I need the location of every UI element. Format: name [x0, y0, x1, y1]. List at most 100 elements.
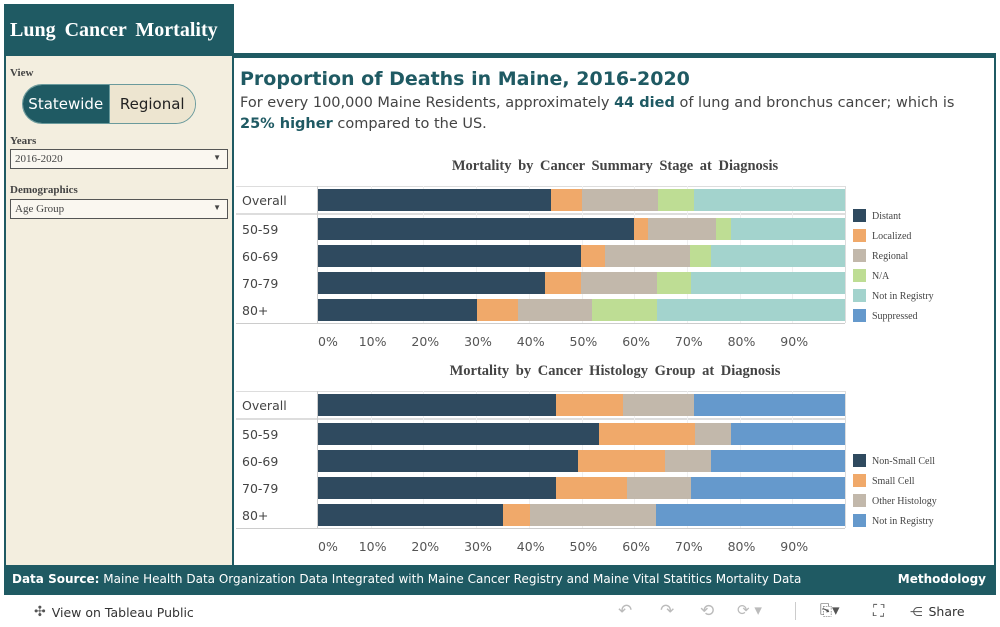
chart-title-stage: Mortality by Cancer Summary Stage at Dia… — [451, 158, 779, 174]
legend-label: Localized — [872, 231, 912, 242]
bar-segment-other-histology[interactable] — [622, 394, 695, 416]
bar-segment-distant[interactable] — [318, 245, 582, 267]
x-tick-label: 80% — [727, 539, 756, 554]
legend-label: Distant — [872, 211, 901, 222]
legend-swatch — [853, 514, 866, 527]
redo-icon[interactable]: ↷ — [660, 601, 675, 621]
footer: Data Source: Maine Health Data Organizat… — [4, 565, 996, 595]
undo-icon[interactable]: ↶ — [618, 601, 633, 621]
bar-segment-localized[interactable] — [580, 245, 606, 267]
bar-segment-localized[interactable] — [633, 218, 649, 240]
bar-segment-not-in-registry[interactable] — [691, 272, 846, 294]
bar-segment-not-in-registry[interactable] — [656, 504, 846, 526]
bar-segment-small-cell[interactable] — [502, 504, 531, 526]
dashboard-title: Lung Cancer Mortality — [4, 4, 234, 56]
bar-segment-regional[interactable] — [647, 218, 717, 240]
bar-segment-non-small-cell[interactable] — [318, 477, 557, 499]
bar-segment-small-cell[interactable] — [555, 477, 628, 499]
bar-segment-distant[interactable] — [318, 189, 552, 211]
histology-chart: Overall 50-59 60-69 70-79 80+ 0% 10% 20% 30% 40% 5… — [234, 391, 996, 554]
bar-segment-other-histology[interactable] — [627, 477, 692, 499]
bar-segment-regional[interactable] — [518, 299, 592, 321]
bar-segment-small-cell[interactable] — [577, 450, 666, 472]
share-button[interactable]: ⋲ Share — [910, 604, 965, 619]
summary-part: of lung and bronchus cancer; which is — [674, 95, 955, 111]
bar-segment-n-a[interactable] — [716, 218, 732, 240]
bar-segment-not-in-registry[interactable] — [730, 423, 846, 445]
bar-segment-localized[interactable] — [544, 272, 582, 294]
table-top-border — [236, 391, 845, 392]
bar-segment-non-small-cell[interactable] — [318, 423, 600, 445]
x-tick-label: 10% — [358, 539, 387, 554]
bar-segment-non-small-cell[interactable] — [318, 394, 557, 416]
bar-segment-n-a[interactable] — [658, 189, 695, 211]
demographics-dropdown[interactable]: Age Group ▼ — [10, 199, 228, 219]
view-toggle[interactable]: Statewide Regional — [22, 84, 196, 124]
years-dropdown[interactable]: 2016-2020 ▼ — [10, 149, 228, 169]
bar-segment-non-small-cell[interactable] — [318, 450, 579, 472]
bar-segment-distant[interactable] — [318, 272, 546, 294]
view-regional-button[interactable]: Regional — [108, 85, 195, 123]
view-on-tableau-button[interactable]: ✣ View on Tableau Public — [34, 604, 194, 620]
category-label: 80+ — [242, 508, 269, 523]
bar-segment-small-cell[interactable] — [555, 394, 624, 416]
summary-part: For every 100,000 Maine Residents, appro… — [240, 95, 615, 111]
bar-segment-small-cell[interactable] — [598, 423, 696, 445]
bar-segment-localized[interactable] — [477, 299, 519, 321]
bar-segment-distant[interactable] — [318, 218, 635, 240]
x-tick-label: 70% — [674, 334, 703, 349]
bar-segment-regional[interactable] — [581, 189, 659, 211]
death-rate-highlight: 44 died — [614, 95, 675, 111]
bar-segment-non-small-cell[interactable] — [318, 504, 504, 526]
legend-swatch — [853, 454, 866, 467]
axis-line — [317, 391, 318, 528]
table-bottom-border — [236, 528, 845, 529]
methodology-link[interactable]: Methodology — [897, 572, 986, 586]
refresh-icon[interactable]: ⟳ ▾ — [737, 601, 762, 619]
bar-segment-not-in-registry[interactable] — [690, 477, 846, 499]
bar-segment-n-a[interactable] — [657, 272, 692, 294]
comparison-highlight: 25% higher — [240, 116, 333, 132]
overall-divider — [236, 213, 845, 215]
demographics-value: Age Group — [15, 203, 65, 215]
fullscreen-icon[interactable]: ⛶ — [873, 601, 885, 620]
x-tick-label: 0% — [318, 334, 338, 349]
download-icon[interactable]: ⎘▾ — [820, 601, 840, 619]
header-divider — [234, 53, 996, 58]
bar-segment-localized[interactable] — [550, 189, 582, 211]
table-bottom-border — [236, 323, 845, 324]
x-tick-label: 20% — [411, 539, 440, 554]
chart-title-histology: Mortality by Cancer Histology Group at D… — [449, 363, 781, 379]
bar-segment-n-a[interactable] — [689, 245, 712, 267]
x-tick-label: 40% — [516, 539, 545, 554]
dropdown-arrow-icon: ▼ — [213, 153, 221, 162]
x-tick-label: 60% — [622, 334, 650, 349]
summary-text: For every 100,000 Maine Residents, appro… — [240, 93, 990, 135]
x-tick-label: 30% — [464, 539, 492, 554]
bar-segment-not-in-registry[interactable] — [711, 245, 846, 267]
bar-segment-other-histology[interactable] — [529, 504, 657, 526]
bar-segment-not-in-registry[interactable] — [657, 299, 846, 321]
category-label: 80+ — [242, 303, 269, 318]
bar-segment-regional[interactable] — [580, 272, 658, 294]
bar-segment-other-histology[interactable] — [665, 450, 712, 472]
category-label: 60-69 — [242, 249, 279, 264]
bar-segment-other-histology[interactable] — [694, 423, 732, 445]
x-tick-label: 70% — [674, 539, 703, 554]
bar-segment-not-in-registry[interactable] — [711, 450, 846, 472]
bar-segment-n-a[interactable] — [591, 299, 658, 321]
x-tick-label: 50% — [569, 334, 598, 349]
x-tick-label: 50% — [569, 539, 598, 554]
bar-segment-distant[interactable] — [318, 299, 478, 321]
legend-swatch — [853, 289, 866, 302]
revert-icon[interactable]: ⟲ — [700, 601, 715, 621]
summary-part: compared to the US. — [332, 116, 487, 132]
bar-segment-not-in-registry[interactable] — [693, 189, 846, 211]
bar-segment-not-in-registry[interactable] — [731, 218, 846, 240]
x-tick-label: 0% — [318, 539, 338, 554]
x-tick-label: 40% — [516, 334, 545, 349]
bar-segment-regional[interactable] — [605, 245, 691, 267]
bar-segment-not-in-registry[interactable] — [693, 394, 846, 416]
view-statewide-button[interactable]: Statewide — [23, 85, 109, 123]
category-label: 70-79 — [242, 481, 279, 496]
